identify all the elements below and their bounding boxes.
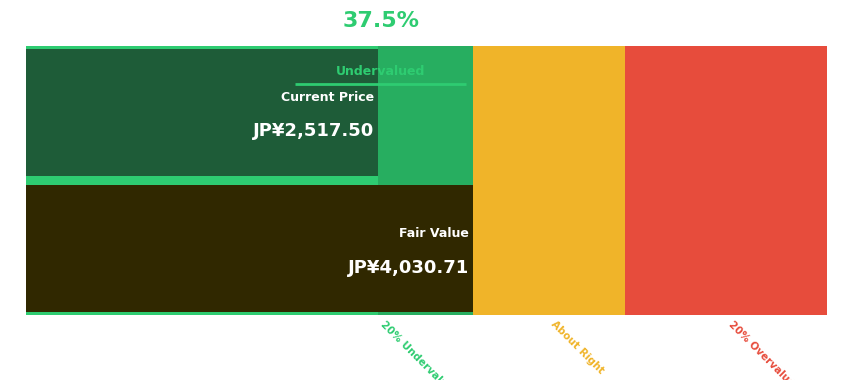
- Text: Fair Value: Fair Value: [399, 227, 469, 240]
- Text: Current Price: Current Price: [280, 91, 374, 104]
- Bar: [473, 46, 625, 315]
- Bar: [625, 46, 826, 315]
- Bar: [26, 185, 473, 312]
- Text: 37.5%: 37.5%: [342, 11, 419, 32]
- Text: 20% Undervalued: 20% Undervalued: [378, 319, 458, 380]
- Text: Undervalued: Undervalued: [336, 65, 425, 78]
- Bar: [26, 46, 378, 315]
- Text: 20% Overvalued: 20% Overvalued: [726, 319, 800, 380]
- Bar: [26, 49, 378, 176]
- Text: JP¥4,030.71: JP¥4,030.71: [347, 258, 469, 277]
- Text: JP¥2,517.50: JP¥2,517.50: [252, 122, 374, 141]
- Text: About Right: About Right: [549, 319, 605, 376]
- Bar: [378, 46, 473, 315]
